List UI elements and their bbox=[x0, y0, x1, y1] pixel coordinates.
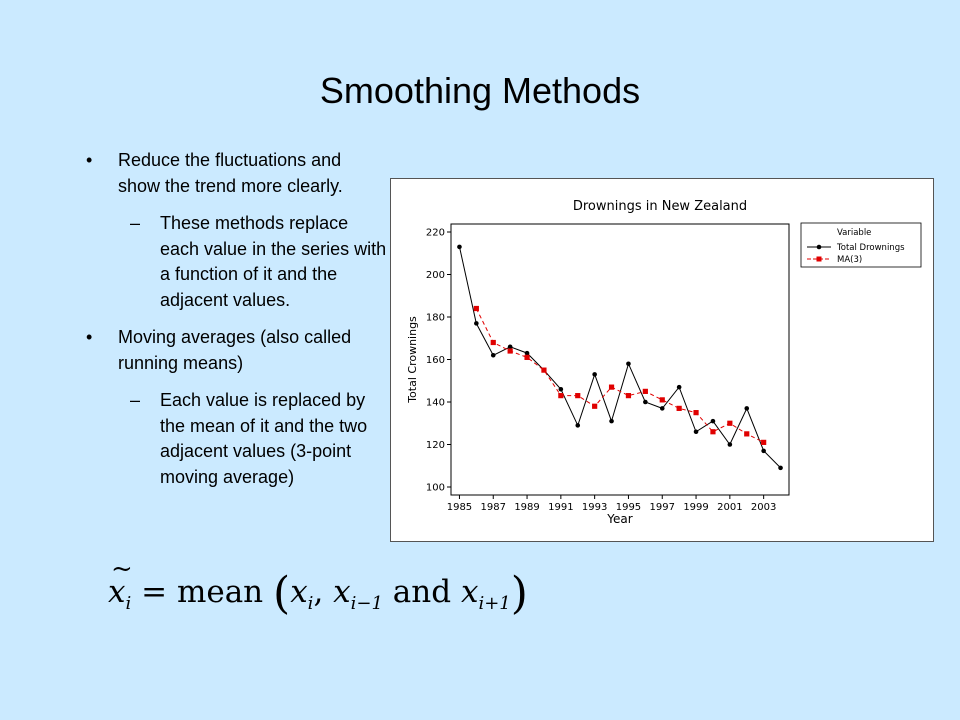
data-point-ma3 bbox=[625, 393, 632, 399]
legend-title: Variable bbox=[837, 228, 871, 238]
formula-tilde: ~ bbox=[111, 554, 133, 584]
formula-term-c-sub: i+1 bbox=[478, 593, 511, 615]
bullet-marker: – bbox=[130, 390, 141, 410]
formula-term-c: x bbox=[460, 574, 479, 610]
data-point-total-drownings bbox=[744, 406, 750, 411]
data-point-ma3 bbox=[558, 393, 564, 399]
bullet-text: These methods replace each value in the … bbox=[160, 213, 387, 310]
data-point-ma3 bbox=[473, 305, 479, 312]
data-point-total-drownings bbox=[727, 442, 733, 447]
chart-title: Drownings in New Zealand bbox=[573, 199, 747, 214]
data-point-ma3 bbox=[642, 388, 648, 394]
x-tick-label: 1991 bbox=[548, 502, 573, 513]
slide-title: Smoothing Methods bbox=[319, 70, 641, 111]
y-tick-label: 220 bbox=[426, 228, 445, 239]
data-point-ma3 bbox=[490, 339, 496, 346]
data-point-total-drownings bbox=[693, 429, 699, 435]
formula-lhs-sub: i bbox=[125, 593, 132, 615]
data-point-ma3 bbox=[541, 367, 547, 373]
data-point-total-drownings bbox=[507, 344, 513, 350]
data-point-ma3 bbox=[592, 403, 598, 409]
data-point-total-drownings bbox=[558, 386, 564, 392]
drownings-chart: Drownings in New Zealand 100 120 140 160 180 2… bbox=[406, 199, 922, 526]
data-point-total-drownings bbox=[676, 384, 682, 390]
x-tick-label: 1987 bbox=[481, 502, 506, 513]
formula-open-paren: ( bbox=[273, 568, 291, 619]
chart-frame: Drownings in New Zealand 100 120 140 160 180 2… bbox=[390, 178, 934, 542]
bullet-list: • Reduce the fluctuations and show the t… bbox=[78, 148, 388, 502]
data-point-ma3 bbox=[575, 393, 581, 399]
x-tick-label: 2001 bbox=[717, 502, 742, 513]
legend-marker-total-drownings bbox=[816, 244, 822, 250]
data-point-total-drownings bbox=[778, 465, 783, 471]
y-axis-label: Total Crownings bbox=[406, 316, 419, 404]
data-point-total-drownings bbox=[761, 448, 766, 454]
data-point-ma3 bbox=[659, 397, 665, 403]
formula-close-paren: ) bbox=[510, 568, 528, 619]
data-point-total-drownings bbox=[474, 321, 479, 326]
bullet-item: • Moving averages (also called running m… bbox=[78, 325, 388, 376]
y-tick-label: 100 bbox=[426, 483, 445, 494]
moving-average-formula: ~ xi = mean (xi, xi−1 and xi+1) bbox=[108, 554, 528, 619]
data-point-total-drownings bbox=[524, 350, 530, 356]
formula-comma: , bbox=[313, 574, 324, 610]
y-tick-label: 180 bbox=[426, 313, 445, 324]
x-tick-label: 2003 bbox=[751, 502, 776, 513]
sub-bullet-item: – Each value is replaced by the mean of … bbox=[78, 388, 388, 490]
bullet-marker: – bbox=[130, 213, 141, 233]
series-line-ma3 bbox=[475, 308, 764, 443]
data-point-total-drownings bbox=[659, 406, 665, 411]
data-point-total-drownings bbox=[592, 372, 597, 377]
x-axis-label: Year bbox=[606, 512, 632, 526]
bullet-item: • Reduce the fluctuations and show the t… bbox=[78, 148, 388, 199]
data-point-total-drownings bbox=[457, 244, 462, 250]
data-point-ma3 bbox=[507, 348, 513, 354]
formula-term-b: x bbox=[333, 574, 351, 610]
legend-entry: MA(3) bbox=[837, 255, 862, 265]
x-tick-label: 1985 bbox=[447, 502, 472, 513]
data-point-ma3 bbox=[744, 431, 750, 437]
x-tick-label: 1995 bbox=[616, 502, 641, 513]
x-tick-label: 1993 bbox=[582, 502, 607, 513]
formula-term-b-sub: i−1 bbox=[350, 593, 383, 615]
y-tick-label: 160 bbox=[426, 355, 445, 366]
plot-area bbox=[450, 223, 790, 496]
data-point-ma3 bbox=[727, 420, 733, 426]
bullet-text: Each value is replaced by the mean of it… bbox=[160, 390, 368, 487]
x-tick-label: 1997 bbox=[650, 502, 675, 513]
data-point-ma3 bbox=[710, 429, 716, 435]
formula-term-a-sub: i bbox=[307, 593, 314, 615]
y-tick-label: 140 bbox=[426, 398, 445, 409]
data-point-ma3 bbox=[761, 439, 767, 445]
y-tick-label: 120 bbox=[426, 440, 445, 451]
legend-marker-ma3 bbox=[816, 256, 822, 262]
bullet-marker: • bbox=[86, 327, 93, 347]
data-point-ma3 bbox=[608, 384, 615, 390]
x-tick-label: 1999 bbox=[683, 502, 708, 513]
data-point-total-drownings bbox=[710, 418, 716, 424]
formula-equals: = bbox=[141, 574, 168, 610]
legend-entry: Total Drownings bbox=[836, 243, 905, 253]
data-point-total-drownings bbox=[490, 352, 496, 358]
formula-lhs: ~ x bbox=[108, 554, 133, 610]
formula-and: and bbox=[392, 574, 452, 610]
sub-bullet-item: – These methods replace each value in th… bbox=[78, 211, 388, 313]
series-line-total-drownings bbox=[459, 246, 781, 469]
data-point-total-drownings bbox=[626, 361, 631, 367]
data-point-ma3 bbox=[676, 405, 682, 411]
data-point-total-drownings bbox=[575, 423, 581, 428]
formula-function: mean bbox=[176, 574, 264, 610]
data-point-ma3 bbox=[524, 354, 530, 360]
data-point-total-drownings bbox=[609, 418, 614, 424]
data-point-ma3 bbox=[693, 410, 699, 416]
bullet-marker: • bbox=[86, 150, 93, 170]
data-point-total-drownings bbox=[643, 399, 648, 405]
y-tick-label: 200 bbox=[426, 270, 445, 281]
x-tick-label: 1989 bbox=[514, 502, 539, 513]
formula-term-a: x bbox=[290, 574, 308, 610]
bullet-text: Reduce the fluctuations and show the tre… bbox=[118, 150, 343, 196]
bullet-text: Moving averages (also called running mea… bbox=[118, 327, 352, 373]
